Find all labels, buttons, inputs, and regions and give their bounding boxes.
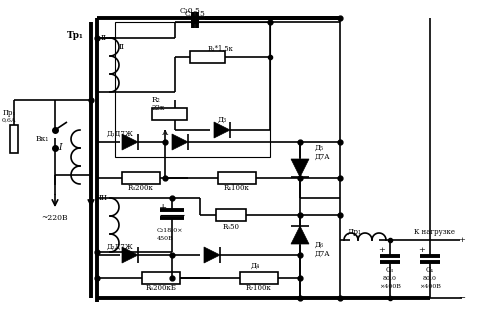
Bar	[216, 209, 246, 221]
Text: ~220В: ~220В	[42, 214, 68, 222]
Text: Д₁Д7Ж: Д₁Д7Ж	[107, 130, 133, 138]
Text: Д₂Д7Ж: Д₂Д7Ж	[107, 243, 133, 251]
Bar	[190, 51, 225, 63]
Text: R₂: R₂	[152, 96, 161, 104]
Polygon shape	[122, 247, 138, 263]
Bar	[122, 172, 160, 184]
Text: R₄100к: R₄100к	[224, 184, 250, 192]
Text: +: +	[419, 246, 425, 254]
Text: ×400В: ×400В	[379, 284, 401, 289]
Polygon shape	[122, 134, 138, 150]
Polygon shape	[172, 134, 188, 150]
Text: C₂18,0×: C₂18,0×	[157, 227, 183, 233]
Text: R₃200к: R₃200к	[128, 184, 154, 192]
Text: +: +	[458, 236, 466, 244]
Text: 450В: 450В	[157, 236, 174, 240]
Bar	[152, 108, 187, 120]
Text: −: −	[458, 294, 466, 302]
Bar	[240, 272, 278, 284]
Bar	[115, 22, 270, 157]
Text: R₁*1,5к: R₁*1,5к	[207, 44, 233, 52]
Text: Д₅: Д₅	[315, 144, 324, 152]
Text: +: +	[379, 246, 385, 254]
Text: C₃: C₃	[386, 266, 394, 274]
Bar	[142, 272, 180, 284]
Polygon shape	[204, 247, 220, 263]
Bar	[10, 125, 18, 153]
Text: C₄: C₄	[426, 266, 434, 274]
Polygon shape	[291, 159, 309, 177]
Text: II: II	[101, 34, 107, 42]
Text: Д7А: Д7А	[315, 153, 331, 161]
Text: R₅50: R₅50	[223, 223, 240, 231]
Text: Тр₁: Тр₁	[67, 31, 84, 39]
Text: R₆200кБ: R₆200кБ	[145, 284, 177, 292]
Text: Пр₁: Пр₁	[2, 109, 16, 117]
Text: C₁0,5: C₁0,5	[185, 9, 205, 17]
Text: +: +	[159, 203, 167, 212]
Text: Д₄: Д₄	[251, 262, 260, 270]
Text: II: II	[119, 43, 125, 51]
Text: Д7А: Д7А	[315, 250, 331, 258]
Text: 80,0: 80,0	[383, 275, 397, 281]
Text: C₁0,5: C₁0,5	[180, 6, 201, 14]
Text: Вк₁: Вк₁	[36, 135, 48, 143]
Text: ×400В: ×400В	[419, 284, 441, 289]
Text: 0,6А: 0,6А	[2, 117, 16, 122]
Text: Д₃: Д₃	[217, 116, 227, 124]
Polygon shape	[291, 226, 309, 244]
Text: Д₆: Д₆	[315, 241, 324, 249]
Text: I: I	[58, 143, 62, 153]
Bar	[218, 172, 256, 184]
Text: 80,0: 80,0	[423, 275, 437, 281]
Text: R₇100к: R₇100к	[246, 284, 272, 292]
Text: К нагрузке: К нагрузке	[414, 228, 455, 236]
Text: Др₁: Др₁	[348, 228, 362, 236]
Polygon shape	[214, 122, 230, 138]
Text: 22к: 22к	[152, 104, 166, 112]
Text: А: А	[162, 129, 168, 137]
Text: III: III	[98, 194, 108, 202]
